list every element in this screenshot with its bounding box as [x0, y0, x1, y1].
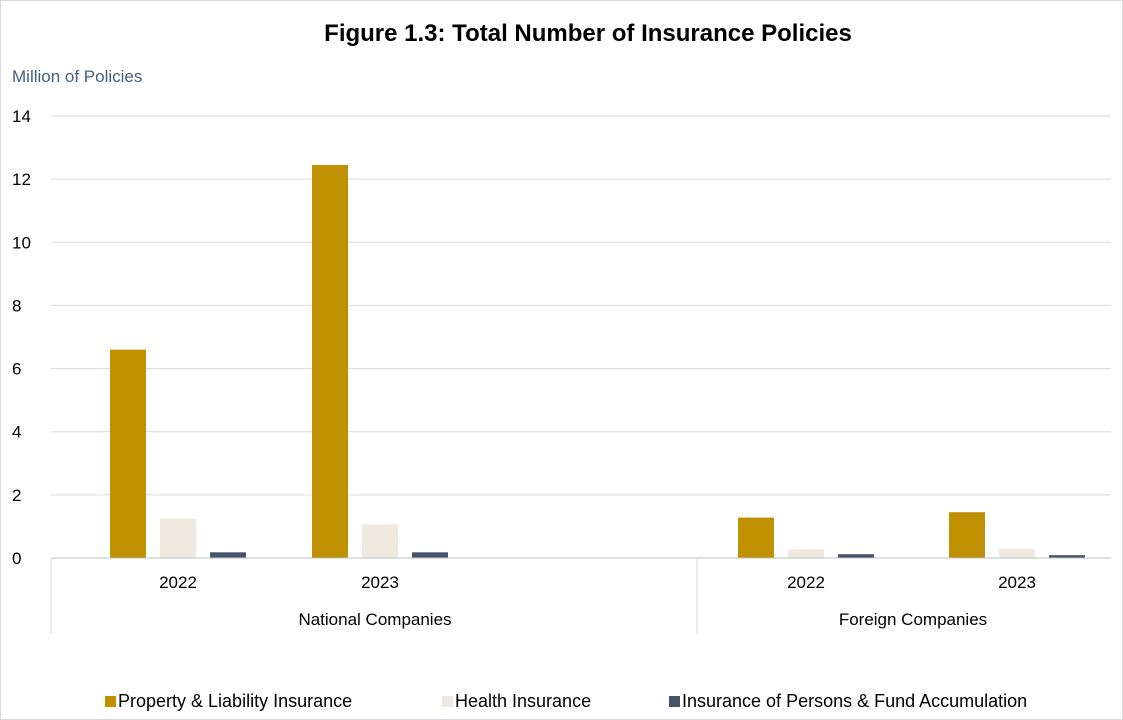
bar	[788, 549, 824, 558]
bar	[999, 548, 1035, 558]
y-tick-label: 10	[12, 233, 31, 252]
legend: Property & Liability Insurance Health Ins…	[105, 691, 1027, 711]
x-tick-label: 2023	[998, 573, 1036, 592]
bar	[160, 518, 196, 558]
x-axis: 2022 2023 2022 2023 National Companies Foreig…	[50, 557, 1111, 633]
y-tick-label: 6	[12, 360, 21, 379]
gridlines	[51, 115, 1111, 559]
bar	[362, 524, 398, 558]
y-tick-label: 8	[12, 296, 21, 315]
bar	[738, 517, 774, 558]
y-tick-label: 12	[12, 170, 31, 189]
x-group-label: National Companies	[298, 610, 451, 629]
bar	[1049, 555, 1085, 558]
y-tick-label: 2	[12, 486, 21, 505]
y-axis-ticks: 0 2 4 6 8 10 12 14	[12, 107, 31, 568]
legend-label: Insurance of Persons & Fund Accumulation	[682, 691, 1027, 711]
legend-swatch	[669, 696, 680, 707]
bar	[210, 552, 246, 558]
chart-title: Figure 1.3: Total Number of Insurance Po…	[324, 20, 852, 47]
y-axis-unit-label: Million of Policies	[12, 67, 142, 86]
x-tick-label: 2022	[159, 573, 197, 592]
legend-swatch	[105, 696, 116, 707]
x-group-label: Foreign Companies	[839, 610, 987, 629]
legend-label: Property & Liability Insurance	[118, 691, 352, 711]
bar	[949, 512, 985, 558]
legend-label: Health Insurance	[455, 691, 591, 711]
bar	[110, 349, 146, 558]
bar	[412, 552, 448, 558]
bars	[110, 164, 1085, 558]
x-tick-label: 2022	[787, 573, 825, 592]
bar	[838, 554, 874, 558]
legend-swatch	[442, 696, 453, 707]
y-tick-label: 0	[12, 549, 21, 568]
bar	[312, 164, 348, 558]
y-tick-label: 4	[12, 423, 21, 442]
x-tick-label: 2023	[361, 573, 399, 592]
y-tick-label: 14	[12, 107, 31, 126]
